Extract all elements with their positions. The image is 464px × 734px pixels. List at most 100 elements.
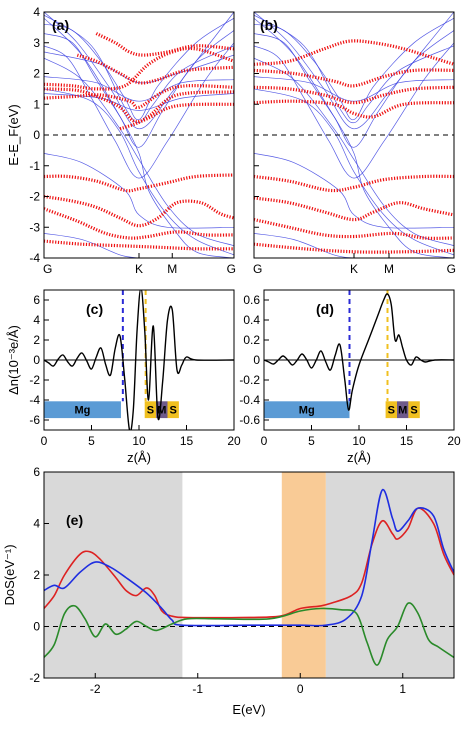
layer-block-label: S xyxy=(410,405,417,417)
projected-band xyxy=(44,84,234,110)
y-tick-label: 4 xyxy=(33,313,40,327)
projected-band xyxy=(44,194,234,228)
panel-d: Mg S M S -0.6 -0.4 -0.2 0 0.2 0.4 0.6 0 5 10 15 20 (d)… xyxy=(239,289,461,465)
y-tick-label: 0.2 xyxy=(243,333,260,347)
band-line xyxy=(254,57,454,247)
projected-band xyxy=(254,99,454,119)
shaded-region xyxy=(325,472,454,678)
panel-a: -4 -3 -2 -1 0 1 2 3 4 G K M G (a) E-E_F(eV) xyxy=(6,5,236,276)
layer-block xyxy=(144,401,157,419)
projected-band xyxy=(44,173,234,193)
layer-block-label: S xyxy=(388,405,395,417)
x-axis-label-d: z(Å) xyxy=(347,450,371,465)
charge-difference-curve xyxy=(44,290,234,430)
band-line xyxy=(254,153,454,229)
y-tick-label: 6 xyxy=(33,465,40,479)
band-line xyxy=(254,14,454,124)
y-tick-label: -6 xyxy=(29,413,40,427)
dos-curve xyxy=(44,489,454,627)
layer-block xyxy=(397,401,409,419)
band-line xyxy=(44,12,234,130)
y-tick-label: 1 xyxy=(33,97,40,111)
y-axis-label-c: Δn(10⁻³e/Å) xyxy=(6,325,21,395)
panel-label-a: (a) xyxy=(52,17,69,33)
y-tick-label: 0 xyxy=(33,128,40,142)
y-tick-label: -2 xyxy=(29,190,40,204)
x-tick-label: 5 xyxy=(88,434,95,448)
projected-band xyxy=(119,102,234,131)
y-tick-label: 2 xyxy=(33,568,40,582)
band-line xyxy=(254,88,454,256)
layer-block xyxy=(44,401,121,419)
band-line xyxy=(254,76,454,102)
layer-block xyxy=(264,401,350,419)
layer-block-label: M xyxy=(398,405,407,417)
panel-label-c: (c) xyxy=(86,301,103,317)
layer-block-label: Mg xyxy=(75,405,91,417)
x-tick-label: 1 xyxy=(399,682,406,696)
y-tick-label: -0.6 xyxy=(239,413,260,427)
layer-block xyxy=(385,401,397,419)
x-tick-label: 0 xyxy=(261,434,268,448)
panel-b: G K M G (b) xyxy=(253,11,456,276)
projected-band xyxy=(76,53,234,85)
layer-block-label: S xyxy=(170,405,177,417)
y-tick-label: 2 xyxy=(33,333,40,347)
x-tick-label: -2 xyxy=(90,682,101,696)
x-axis-label-c: z(Å) xyxy=(127,450,151,465)
layer-block xyxy=(408,401,420,419)
y-tick-label: -2 xyxy=(29,373,40,387)
y-tick-label: 0 xyxy=(253,353,260,367)
projected-band xyxy=(44,87,234,124)
layer-block-label: S xyxy=(147,405,154,417)
y-tick-label: 6 xyxy=(33,293,40,307)
y-tick-label: 0 xyxy=(33,620,40,634)
band-line xyxy=(254,30,454,148)
x-tick-label: -1 xyxy=(192,682,203,696)
y-tick-label: -3 xyxy=(29,220,40,234)
panel-label-e: (e) xyxy=(66,512,83,528)
y-tick-label: -0.2 xyxy=(239,373,260,387)
y-tick-label: 4 xyxy=(33,517,40,531)
x-tick-label: 10 xyxy=(132,434,146,448)
band-line xyxy=(254,17,454,258)
shaded-region xyxy=(281,472,326,678)
x-tick-label: G xyxy=(447,262,456,276)
panel-label-d: (d) xyxy=(316,301,334,317)
x-tick-label: G xyxy=(227,262,236,276)
y-axis-label-e: DoS(eV⁻¹) xyxy=(2,544,17,605)
projected-band xyxy=(254,174,454,193)
band-line xyxy=(44,76,234,102)
band-line xyxy=(254,12,454,130)
y-tick-label: -1 xyxy=(29,159,40,173)
y-tick-label: -4 xyxy=(29,251,40,265)
charge-difference-curve xyxy=(264,293,454,411)
projected-band xyxy=(254,218,454,240)
layer-block xyxy=(167,401,179,419)
layer-block xyxy=(156,401,168,419)
panel-label-b: (b) xyxy=(260,17,278,33)
y-axis-label-a: E-E_F(eV) xyxy=(6,104,21,165)
panel-c: Mg S M S -6 -4 -2 0 2 4 6 0 5 10 15 20 (c) Δn(10⁻³e/Å)… xyxy=(6,289,241,465)
band-line xyxy=(254,233,355,258)
x-tick-label: G xyxy=(253,262,262,276)
y-tick-label: 0.6 xyxy=(243,293,260,307)
x-tick-label: 0 xyxy=(297,682,304,696)
band-line xyxy=(44,51,234,84)
x-tick-label: 20 xyxy=(227,434,241,448)
projected-band xyxy=(254,39,454,66)
y-tick-label: 4 xyxy=(33,5,40,19)
band-line xyxy=(44,88,234,256)
y-tick-label: 0.4 xyxy=(243,313,260,327)
x-tick-label: K xyxy=(350,262,358,276)
panel-e: -2 0 2 4 6 -2 -1 0 1 (e) DoS(eV⁻¹) E(eV) xyxy=(2,465,455,717)
band-line xyxy=(44,153,234,229)
x-tick-label: 10 xyxy=(352,434,366,448)
x-tick-label: M xyxy=(167,262,177,276)
x-tick-label: 15 xyxy=(180,434,194,448)
y-tick-label: -4 xyxy=(29,393,40,407)
y-tick-label: 0 xyxy=(33,353,40,367)
dos-curve xyxy=(44,507,454,619)
x-tick-label: K xyxy=(135,262,143,276)
